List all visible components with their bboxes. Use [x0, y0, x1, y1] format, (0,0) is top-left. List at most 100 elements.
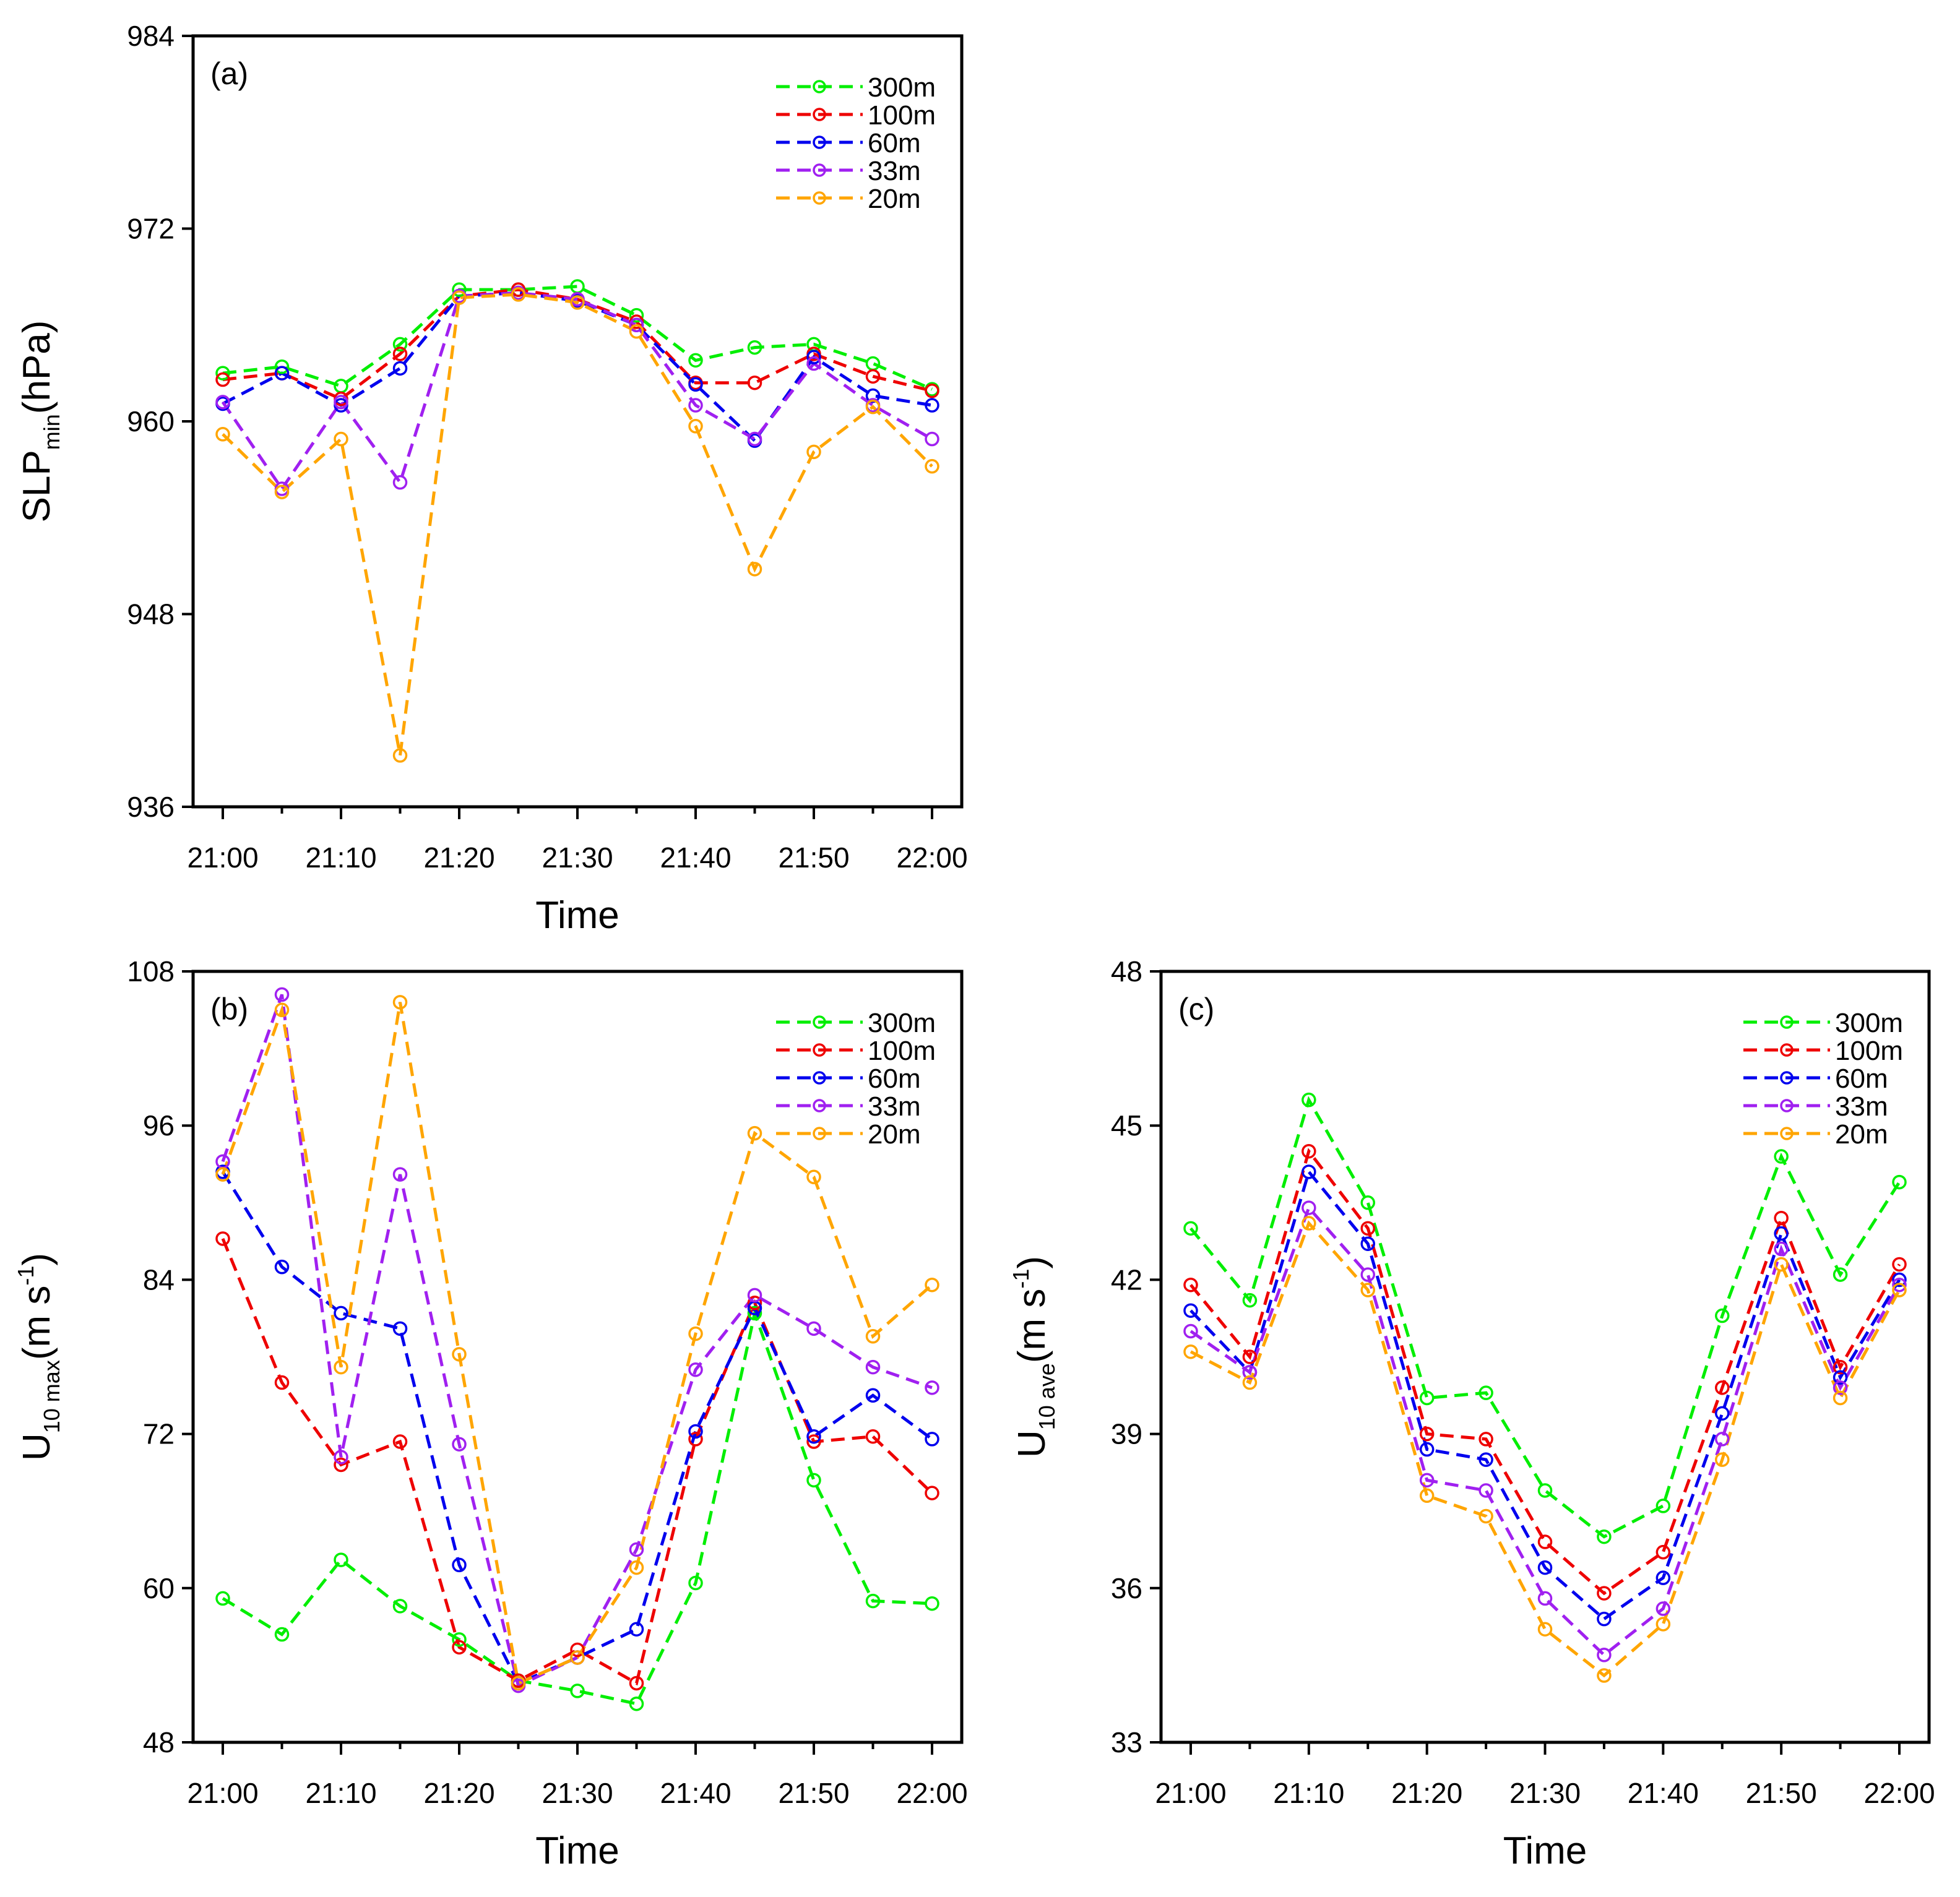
y-axis-title-close: )	[15, 1253, 58, 1266]
data-point-100m	[1537, 1534, 1553, 1549]
x-tick-label: 21:40	[660, 1777, 731, 1809]
x-tick-label: 21:30	[542, 1777, 613, 1809]
legend-label-60m: 60m	[868, 128, 921, 158]
data-point-60m	[865, 1388, 881, 1403]
legend-marker-300m	[1780, 1015, 1794, 1029]
data-point-20m	[570, 295, 585, 310]
data-point-20m	[1833, 1390, 1848, 1406]
series-line-60m	[1189, 1168, 1901, 1621]
data-point-20m	[334, 1359, 348, 1375]
data-point-100m	[1479, 1432, 1493, 1447]
y-axis-title-subscript: min	[39, 414, 64, 450]
data-point-20m	[1419, 1488, 1435, 1503]
legend-marker-60m	[813, 1071, 826, 1085]
x-axis-title: Time	[535, 1830, 619, 1872]
data-point-20m	[1360, 1283, 1375, 1297]
data-point-100m	[274, 1375, 290, 1390]
y-tick-label: 96	[143, 1109, 175, 1142]
legend-marker-33m	[813, 163, 826, 177]
y-tick-label: 48	[1111, 955, 1142, 987]
data-point-33m	[1419, 1473, 1435, 1488]
data-point-300m	[1774, 1149, 1789, 1164]
data-point-33m	[1715, 1432, 1730, 1447]
data-point-33m	[925, 1380, 939, 1395]
x-tick-label: 21:40	[660, 841, 731, 874]
data-point-300m	[688, 353, 703, 368]
data-point-33m	[747, 1288, 762, 1303]
y-axis-title-superscript: -1	[13, 1266, 38, 1286]
data-point-33m	[1656, 1601, 1671, 1616]
series-line-33m	[1189, 1205, 1901, 1658]
data-point-20m	[925, 458, 939, 474]
data-point-300m	[392, 337, 408, 352]
data-point-100m	[1656, 1544, 1671, 1560]
y-tick-label: 972	[127, 213, 175, 245]
data-point-20m	[688, 419, 703, 434]
x-tick-label: 21:00	[1155, 1777, 1226, 1809]
x-tick-label: 21:10	[305, 841, 376, 874]
data-point-33m	[688, 1362, 703, 1377]
y-tick-label: 960	[127, 405, 175, 437]
y-tick-label: 45	[1111, 1109, 1142, 1142]
legend-marker-100m	[1780, 1043, 1794, 1057]
data-point-60m	[1183, 1303, 1198, 1318]
data-point-20m	[1302, 1216, 1316, 1231]
data-point-20m	[1183, 1344, 1198, 1359]
data-point-20m	[334, 431, 348, 447]
data-point-20m	[1537, 1622, 1553, 1637]
data-point-33m	[1183, 1323, 1198, 1339]
legend-label-300m: 300m	[868, 1008, 936, 1038]
data-point-33m	[806, 356, 821, 371]
x-tick-label: 22:00	[896, 1777, 967, 1809]
data-point-33m	[865, 1359, 881, 1375]
data-point-100m	[1302, 1143, 1316, 1159]
legend-label-300m: 300m	[868, 72, 936, 103]
legend-label-20m: 20m	[868, 1119, 921, 1150]
data-point-300m	[747, 1306, 762, 1321]
legend-label-100m: 100m	[868, 100, 936, 131]
data-point-33m	[334, 1450, 348, 1465]
chart-panel-a: 936 948 960 972 984 21:00 21:10 21:20 21:30 21:40…	[15, 20, 968, 937]
x-tick-label: 21:50	[778, 841, 849, 874]
y-axis-title-main: U	[15, 1433, 58, 1461]
y-axis-title: U10 ave(m s-1)	[1008, 1256, 1060, 1458]
data-point-60m	[1479, 1452, 1493, 1467]
data-point-100m	[392, 346, 408, 361]
y-axis-title-unit: (m s	[15, 1286, 58, 1361]
data-point-60m	[688, 1424, 703, 1439]
data-point-100m	[688, 1432, 703, 1447]
data-point-300m	[392, 1599, 408, 1614]
legend-marker-33m	[1780, 1099, 1794, 1112]
data-point-20m	[215, 427, 230, 442]
x-tick-label: 21:50	[1746, 1777, 1817, 1809]
data-point-20m	[806, 444, 821, 460]
data-point-300m	[688, 1575, 703, 1591]
data-point-20m	[925, 1277, 939, 1293]
y-tick-label: 72	[143, 1418, 175, 1450]
y-axis-title-subscript: 10 ave	[1034, 1363, 1060, 1430]
y-tick-label: 936	[127, 791, 175, 823]
data-point-33m	[925, 431, 939, 447]
data-point-300m	[452, 1632, 467, 1647]
data-point-100m	[1892, 1257, 1907, 1272]
legend-label-300m: 300m	[1835, 1008, 1903, 1038]
x-axis-title: Time	[535, 894, 619, 937]
data-point-60m	[1302, 1164, 1316, 1179]
legend-marker-20m	[813, 191, 826, 205]
data-point-20m	[629, 324, 644, 339]
data-point-20m	[747, 562, 762, 577]
series-line-20m	[1189, 1220, 1901, 1678]
y-tick-label: 84	[143, 1263, 175, 1296]
data-point-20m	[806, 1169, 821, 1185]
y-axis-title-main: U	[1011, 1430, 1053, 1458]
legend-marker-100m	[813, 1043, 826, 1057]
y-tick-label: 48	[143, 1726, 175, 1758]
data-point-33m	[1833, 1380, 1848, 1395]
data-point-60m	[925, 398, 939, 413]
data-point-100m	[806, 1434, 821, 1449]
data-point-20m	[1774, 1257, 1789, 1272]
data-point-300m	[1242, 1293, 1258, 1308]
data-point-20m	[865, 1329, 881, 1344]
legend-marker-100m	[813, 108, 826, 121]
